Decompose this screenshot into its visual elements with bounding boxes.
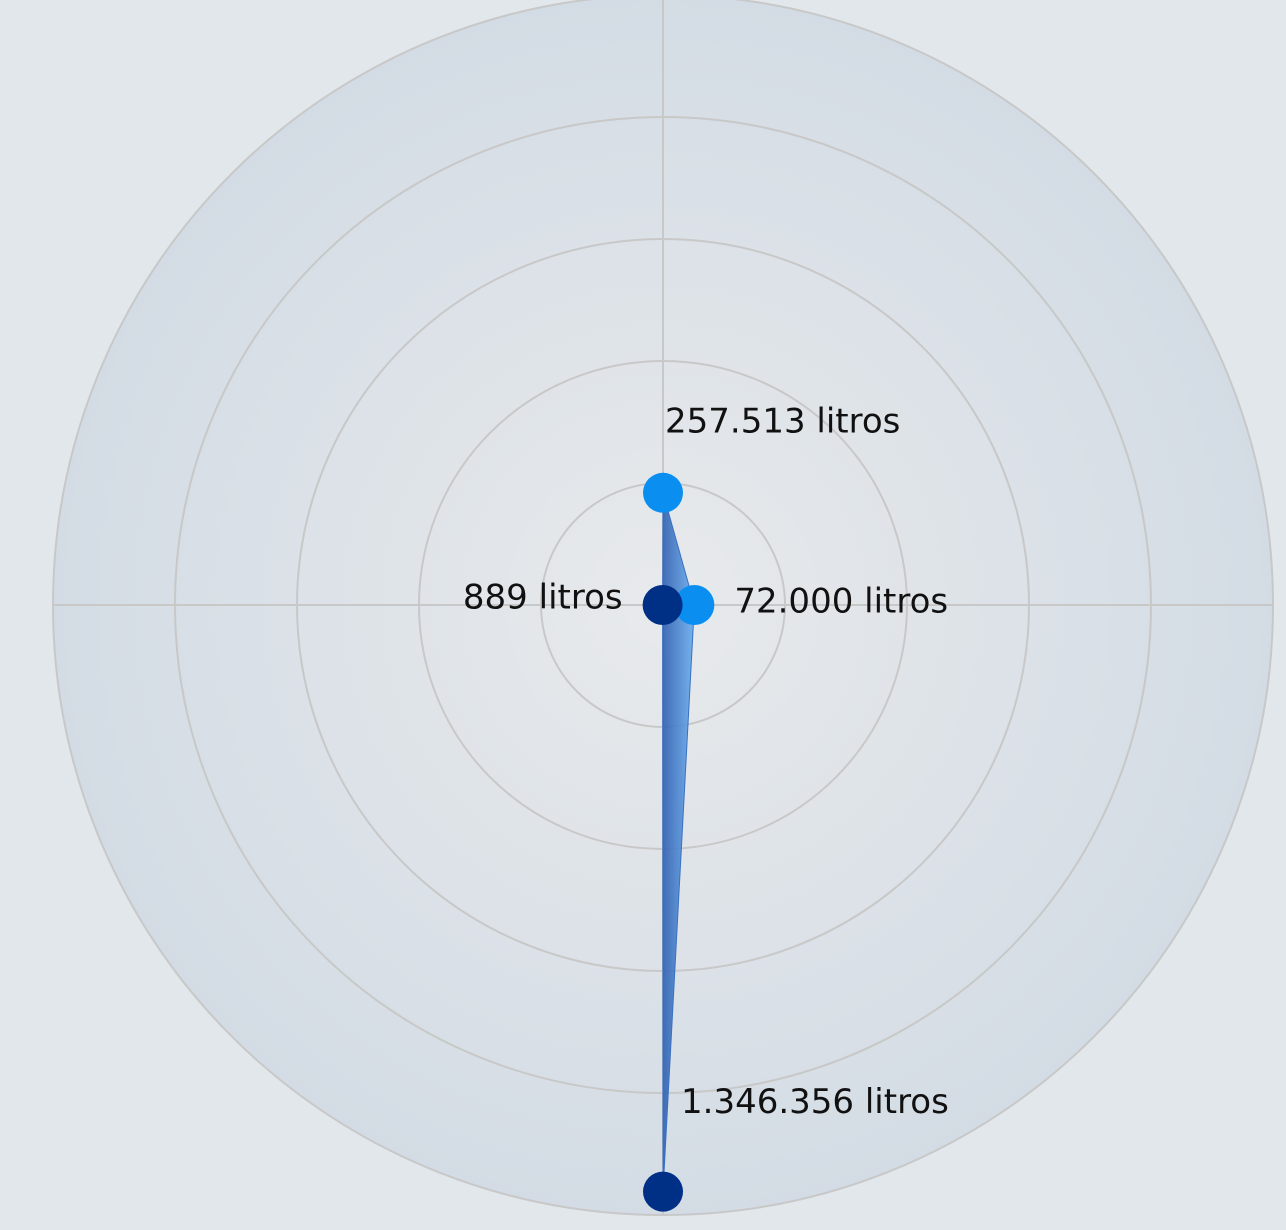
- data-label: 1.346.356 litros: [681, 1082, 949, 1122]
- data-point: [642, 585, 683, 625]
- data-label: 889 litros: [463, 578, 623, 618]
- data-label: 257.513 litros: [665, 401, 900, 441]
- data-point: [643, 1171, 683, 1212]
- data-point: [674, 585, 715, 625]
- data-point: [643, 472, 683, 513]
- data-label: 72.000 litros: [734, 582, 948, 622]
